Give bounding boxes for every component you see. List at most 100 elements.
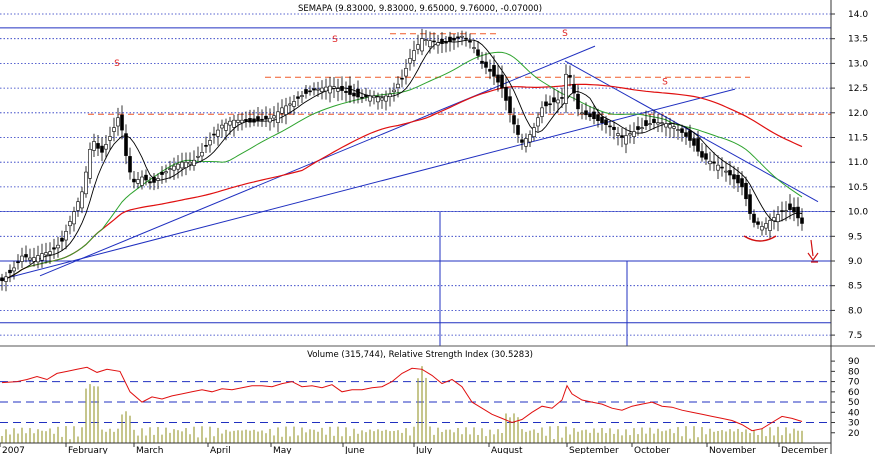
candle-body bbox=[744, 182, 748, 200]
candle-body bbox=[720, 166, 724, 169]
rsi-levels bbox=[0, 381, 831, 424]
candle-body bbox=[592, 111, 596, 120]
candle-body bbox=[396, 83, 400, 89]
price-y-tick-label: 10.0 bbox=[848, 208, 868, 218]
candle-body bbox=[340, 85, 344, 91]
price-y-axis: 14.0 13.5 13.0 12.5 12.0 11.5 11.0 10.5 10.0 9.5 9… bbox=[831, 10, 868, 341]
candle-body bbox=[616, 133, 620, 136]
sell-signal-label: S bbox=[332, 35, 338, 45]
candle-body bbox=[320, 87, 324, 92]
candle-body bbox=[624, 135, 628, 145]
candle-body bbox=[532, 127, 536, 137]
candle-body bbox=[736, 174, 740, 184]
candle-body bbox=[752, 213, 756, 223]
candle-body bbox=[228, 120, 232, 126]
candle-body bbox=[272, 115, 276, 119]
candle-body bbox=[232, 119, 236, 128]
x-tick-label: November bbox=[709, 446, 756, 454]
candle-body bbox=[420, 38, 424, 52]
candle-body bbox=[716, 164, 720, 171]
candle-body bbox=[260, 118, 264, 121]
candle-body bbox=[480, 60, 484, 64]
candle-body bbox=[572, 84, 576, 94]
candle-body bbox=[24, 254, 28, 258]
x-tick-label: December bbox=[781, 446, 828, 454]
candle-body bbox=[136, 179, 140, 184]
down-arrow-marker bbox=[807, 239, 819, 263]
candle-body bbox=[416, 44, 420, 50]
candle-body bbox=[120, 114, 124, 131]
x-tick-label: February bbox=[68, 446, 109, 454]
candle-body bbox=[760, 226, 764, 231]
moving-averages bbox=[1, 39, 803, 282]
candle-body bbox=[692, 138, 696, 146]
candle-body bbox=[336, 88, 340, 92]
candle-body bbox=[576, 93, 580, 110]
candle-body bbox=[44, 252, 48, 256]
sell-signal-label: S bbox=[114, 59, 120, 69]
candle-body bbox=[96, 143, 100, 149]
candle-body bbox=[668, 124, 672, 129]
candle-body bbox=[176, 163, 180, 170]
candle-body bbox=[244, 119, 248, 122]
candle-body bbox=[212, 133, 216, 136]
candle-body bbox=[264, 115, 268, 120]
candle-body bbox=[788, 203, 792, 210]
candle-body bbox=[792, 207, 796, 213]
candle-body bbox=[8, 269, 12, 274]
candle-body bbox=[432, 40, 436, 43]
candle-body bbox=[4, 276, 8, 282]
candle-body bbox=[140, 176, 144, 186]
candle-body bbox=[368, 95, 372, 102]
candle-body bbox=[412, 50, 416, 61]
candle-body bbox=[640, 127, 644, 129]
candle-body bbox=[748, 194, 752, 214]
candle-body bbox=[704, 153, 708, 160]
candle-body bbox=[700, 151, 704, 158]
candle-body bbox=[12, 267, 16, 272]
candle-body bbox=[448, 36, 452, 42]
candle-body bbox=[436, 42, 440, 46]
candle-body bbox=[88, 149, 92, 179]
candle-body bbox=[784, 210, 788, 212]
candle-body bbox=[500, 74, 504, 89]
candle-body bbox=[392, 89, 396, 93]
candle-body bbox=[768, 220, 772, 231]
candle-body bbox=[344, 91, 348, 93]
price-y-tick-label: 9.5 bbox=[848, 232, 862, 242]
candle-body bbox=[240, 119, 244, 124]
candle-body bbox=[276, 111, 280, 123]
rsi-y-tick-label: 20 bbox=[848, 429, 860, 439]
rsi-line bbox=[1, 366, 803, 432]
price-candles bbox=[0, 28, 804, 292]
candle-body bbox=[544, 101, 548, 107]
candle-body bbox=[376, 96, 380, 103]
candle-body bbox=[72, 211, 76, 225]
lower-chart-title: Volume (315,744), Relative Strength Inde… bbox=[307, 350, 533, 360]
candle-body bbox=[732, 174, 736, 180]
candle-body bbox=[512, 115, 516, 125]
candle-body bbox=[108, 136, 112, 141]
candle-body bbox=[604, 119, 608, 125]
price-chart-title: SEMAPA (9.83000, 9.83000, 9.65000, 9.760… bbox=[298, 4, 542, 14]
candle-body bbox=[672, 126, 676, 129]
candle-body bbox=[252, 118, 256, 123]
candle-body bbox=[608, 125, 612, 128]
sell-signal-label: S bbox=[662, 78, 668, 88]
candle-body bbox=[584, 110, 588, 116]
candle-body bbox=[312, 88, 316, 91]
candle-body bbox=[204, 145, 208, 147]
candle-body bbox=[428, 40, 432, 48]
bottom-arc-marker bbox=[743, 235, 777, 242]
candle-body bbox=[248, 118, 252, 123]
candle-body bbox=[724, 170, 728, 173]
candle-body bbox=[800, 217, 804, 224]
candle-body bbox=[460, 35, 464, 38]
candle-body bbox=[328, 85, 332, 94]
candle-body bbox=[180, 161, 184, 169]
ma-fast-line bbox=[1, 39, 803, 282]
candle-body bbox=[660, 122, 664, 124]
candle-body bbox=[32, 257, 36, 262]
